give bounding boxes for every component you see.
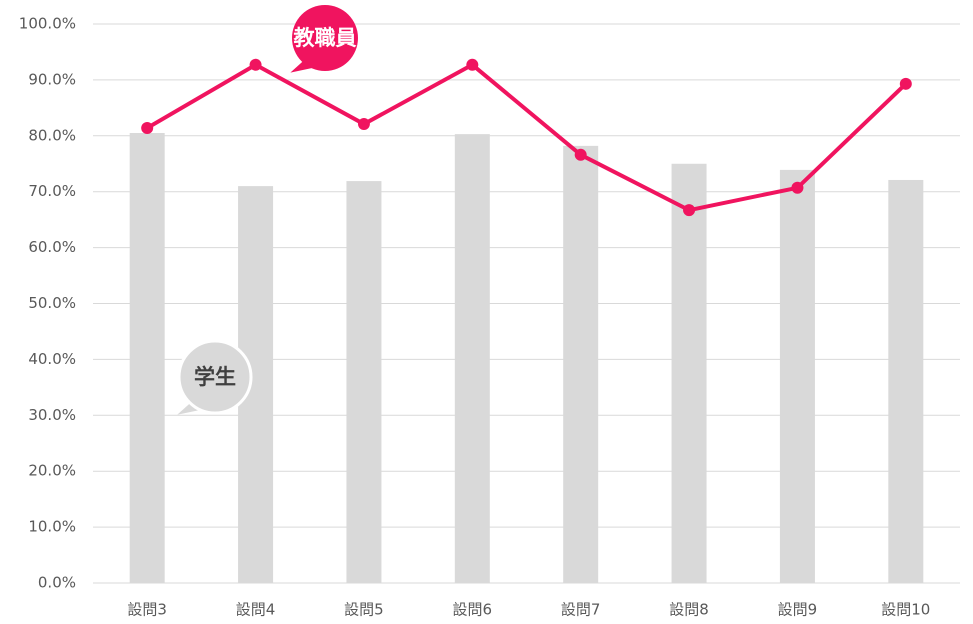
y-tick-label: 80.0% [28, 126, 76, 144]
line-point [791, 181, 804, 194]
line [146, 62, 908, 213]
callout-tail [290, 57, 322, 73]
legend-label: 学生 [194, 365, 236, 389]
y-tick-label: 100.0% [19, 15, 76, 33]
x-tick-label: 設問8 [669, 601, 709, 619]
line-point [899, 77, 912, 90]
line-point [574, 148, 587, 161]
y-tick-label: 20.0% [28, 462, 76, 480]
bar [888, 179, 924, 583]
line-point [249, 58, 262, 71]
y-tick-label: 0.0% [38, 574, 76, 592]
legend-label: 教職員 [294, 26, 357, 50]
y-tick-label: 50.0% [28, 294, 76, 312]
bar [454, 134, 490, 584]
x-tick-label: 設問9 [778, 601, 818, 619]
x-tick-label: 設問7 [561, 601, 601, 619]
bar [563, 145, 599, 583]
line-point [466, 58, 479, 71]
y-tick-label: 30.0% [28, 406, 76, 424]
bar [779, 169, 815, 584]
bar [129, 133, 165, 583]
y-tick-label: 60.0% [28, 238, 76, 256]
callout-bubble [177, 339, 253, 415]
line-point [357, 118, 370, 131]
bar [671, 163, 707, 583]
y-tick-label: 90.0% [28, 70, 76, 88]
x-tick-label: 設問3 [127, 601, 167, 619]
callout-bubble [292, 5, 358, 71]
x-tick-label: 設問10 [881, 601, 930, 619]
y-tick-label: 40.0% [28, 350, 76, 368]
mark-layer [129, 58, 924, 584]
y-tick-label: 70.0% [28, 182, 76, 200]
line-point [141, 121, 154, 134]
x-tick-label: 設問4 [236, 601, 276, 619]
y-tick-label: 10.0% [28, 518, 76, 536]
line-point [683, 204, 696, 217]
bar [346, 181, 382, 584]
x-tick-label: 設問6 [453, 601, 493, 619]
x-tick-label: 設問5 [344, 601, 384, 619]
